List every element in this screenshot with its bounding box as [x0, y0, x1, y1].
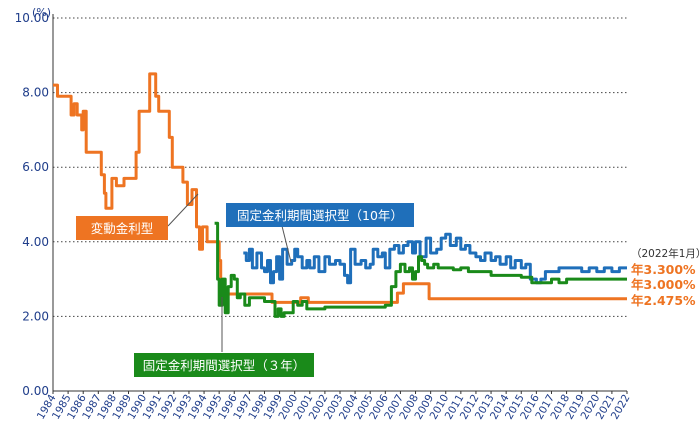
y-tick-label: 6.00: [22, 160, 49, 174]
label-fixed-10y-text: 固定金利期間選択型（10年）: [237, 208, 403, 223]
label-variable-rate-text: 変動金利型: [91, 221, 154, 236]
label-fixed-3y-text: 固定金利期間選択型（３年）: [143, 358, 306, 373]
y-tick-label: 10.00: [15, 11, 49, 25]
x-tick-labels: 1984198519861987198819891990199119921993…: [35, 392, 633, 421]
end-label-fixed-3y: 年3.000%: [631, 277, 696, 292]
end-label-fixed-10y: 年3.300%: [631, 262, 696, 277]
end-label-variable-rate: 年2.475%: [631, 293, 696, 308]
label-fixed-10y: 固定金利期間選択型（10年）: [226, 203, 414, 263]
series-layer: [53, 72, 627, 318]
series-line-0: [53, 72, 627, 304]
y-tick-label: 4.00: [22, 235, 49, 249]
y-tick-labels: 0.00 2.00 4.00 6.00 8.00 10.00: [15, 11, 49, 398]
series-line-1: [243, 232, 627, 285]
y-tick-label: 0.00: [22, 384, 49, 398]
label-variable-rate: 変動金利型: [76, 193, 199, 240]
series-line-2: [214, 221, 627, 318]
label-fixed-3y: 固定金利期間選択型（３年）: [134, 297, 314, 377]
y-tick-label: 2.00: [22, 309, 49, 323]
date-note: （2022年1月）: [631, 247, 700, 260]
y-unit-label: (%): [32, 6, 51, 19]
grid-layer: [52, 14, 628, 394]
y-tick-label: 8.00: [22, 86, 49, 100]
